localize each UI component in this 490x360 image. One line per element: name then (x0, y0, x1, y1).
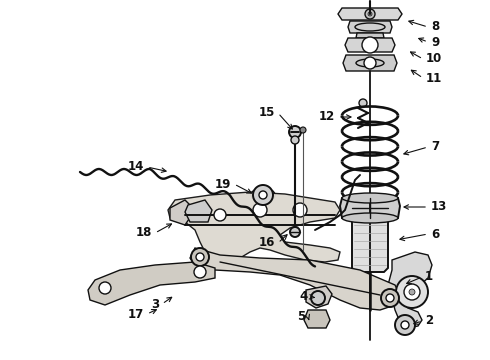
Circle shape (386, 294, 394, 302)
Polygon shape (345, 38, 395, 52)
Text: 17: 17 (128, 307, 144, 320)
Text: 4: 4 (300, 291, 308, 303)
Polygon shape (304, 310, 330, 328)
Text: 5: 5 (297, 310, 305, 324)
Circle shape (194, 266, 206, 278)
Polygon shape (340, 198, 400, 218)
Circle shape (253, 203, 267, 217)
Polygon shape (170, 200, 195, 225)
Circle shape (365, 9, 375, 19)
Text: 8: 8 (431, 21, 439, 33)
Circle shape (290, 227, 300, 237)
Text: 18: 18 (136, 226, 152, 239)
Circle shape (99, 282, 111, 294)
Text: 16: 16 (259, 237, 275, 249)
Text: 1: 1 (425, 270, 433, 284)
Ellipse shape (342, 213, 398, 223)
Circle shape (409, 289, 415, 295)
Polygon shape (185, 200, 212, 222)
Ellipse shape (342, 193, 398, 203)
Text: 6: 6 (431, 228, 439, 240)
Circle shape (196, 253, 204, 261)
Circle shape (364, 57, 376, 69)
Circle shape (359, 99, 367, 107)
Text: 19: 19 (215, 177, 231, 190)
Text: 11: 11 (426, 72, 442, 85)
Polygon shape (343, 55, 397, 71)
Text: 13: 13 (431, 201, 447, 213)
Polygon shape (88, 262, 215, 305)
Polygon shape (388, 252, 432, 328)
Circle shape (395, 315, 415, 335)
Circle shape (381, 289, 399, 307)
Circle shape (368, 12, 372, 16)
Polygon shape (168, 192, 340, 262)
Circle shape (291, 136, 299, 144)
Text: 9: 9 (431, 36, 439, 49)
Polygon shape (352, 220, 388, 272)
Ellipse shape (355, 23, 385, 31)
Polygon shape (348, 21, 392, 33)
Circle shape (259, 191, 267, 199)
Circle shape (289, 126, 301, 138)
Text: 12: 12 (319, 111, 335, 123)
Circle shape (311, 291, 325, 305)
Polygon shape (306, 286, 332, 308)
Text: 3: 3 (151, 297, 159, 310)
Circle shape (300, 127, 306, 133)
Circle shape (191, 248, 209, 266)
Circle shape (404, 284, 420, 300)
Ellipse shape (356, 59, 384, 67)
Text: 14: 14 (127, 161, 144, 174)
Circle shape (396, 276, 428, 308)
Polygon shape (338, 8, 402, 20)
Circle shape (253, 185, 273, 205)
Text: 7: 7 (431, 140, 439, 153)
Text: 2: 2 (425, 315, 433, 328)
Circle shape (362, 37, 378, 53)
Circle shape (293, 203, 307, 217)
Polygon shape (190, 248, 400, 310)
Text: 15: 15 (259, 107, 275, 120)
Circle shape (214, 209, 226, 221)
Circle shape (401, 321, 409, 329)
Ellipse shape (251, 188, 275, 202)
Polygon shape (356, 33, 384, 38)
Text: 10: 10 (426, 53, 442, 66)
